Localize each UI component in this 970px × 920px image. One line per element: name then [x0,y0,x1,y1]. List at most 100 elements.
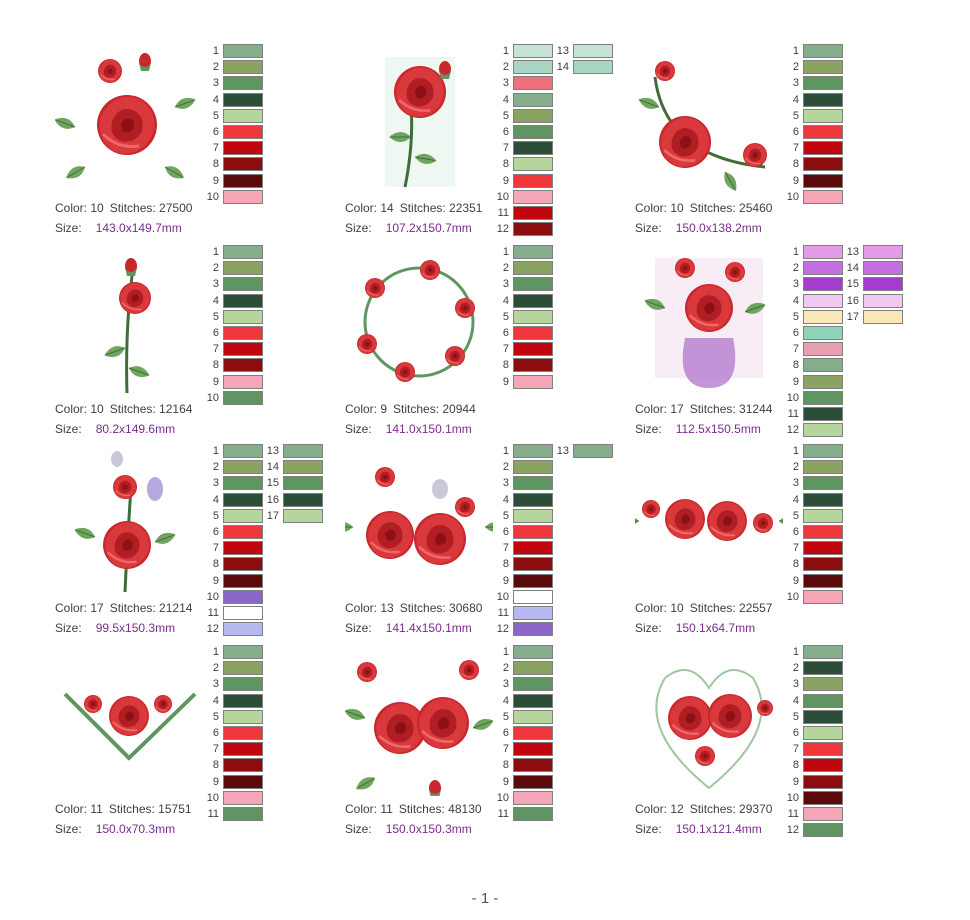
swatch-number: 4 [212,93,219,106]
swatch-color-box [223,742,263,757]
swatch-number: 8 [212,759,219,772]
swatch-color-box [513,76,553,91]
design-stats: Color: 10 Stitches: 12164 [55,402,192,416]
swatch-color-box [803,60,843,75]
swatch-color-box [513,476,553,491]
swatch-number: 7 [502,542,509,555]
swatch-number: 3 [212,278,219,291]
swatch-number: 2 [212,262,219,275]
swatch-number: 8 [502,759,509,772]
swatch-color-box [803,76,843,91]
swatch-number: 2 [792,662,799,675]
design-card: Color: 12 Stitches: 29370 Size: 150.1x121.4… [635,645,935,848]
design-thumbnail [635,648,783,796]
swatch-color-box [803,92,843,107]
swatch-number: 3 [792,77,799,90]
swatch-color-box [803,541,843,556]
swatch-number: 7 [792,542,799,555]
stitch-count: Stitches: 25460 [689,201,773,215]
swatch-number: 2 [502,662,509,675]
swatch-color-box [223,390,263,405]
swatch-number: 11 [497,606,509,619]
swatch-color-box [573,444,613,458]
color-count: Color: 10 [635,201,684,215]
design-stats: Color: 10 Stitches: 25460 [635,201,772,215]
swatch-color-box [803,742,843,757]
swatch-number: 9 [792,574,799,587]
swatch-number: 4 [792,493,799,506]
swatch-color-box [803,725,843,740]
swatch-color-box [223,492,263,507]
design-thumbnail [345,248,493,396]
swatch-color-box [803,677,843,692]
design-card: Color: 9 Stitches: 20944 Size: 141.0x150.1m… [345,245,645,448]
swatch-number: 9 [502,574,509,587]
swatch-number: 10 [496,590,509,603]
swatch-number: 8 [792,359,799,372]
swatch-color-box [803,173,843,188]
swatch-number: 9 [792,375,799,388]
swatch-number: 3 [502,77,509,90]
design-card: Color: 11 Stitches: 48130 Size: 150.0x150.3… [345,645,645,848]
swatch-color-box [513,541,553,556]
swatch-color-box [803,189,843,204]
swatch-number: 8 [792,558,799,571]
swatch-color-box [223,725,263,740]
swatch-color-box [513,709,553,724]
swatch-color-box [803,358,843,373]
size-label: Size: [345,422,372,436]
swatch-number: 14 [556,61,569,74]
swatch-number: 4 [502,694,509,707]
design-stats: Color: 17 Stitches: 31244 [635,402,772,416]
swatch-color-box [513,508,553,523]
swatch-color-box [223,358,263,373]
swatch-color-box [223,709,263,724]
swatch-color-box [513,693,553,708]
swatch-number: 16 [846,294,859,307]
design-thumbnail [345,648,493,796]
swatch-number: 1 [502,45,509,57]
swatch-number: 7 [502,142,509,155]
design-card: Color: 10 Stitches: 12164 Size: 80.2x149.6m… [55,245,355,448]
size-label: Size: [345,621,372,635]
swatch-number: 14 [846,262,859,275]
design-size: Size: 150.0x150.3mm [345,822,472,836]
swatch-color-box [863,277,903,292]
swatch-color-box [803,573,843,588]
swatch-color-box [513,790,553,805]
swatch-color-box [803,476,843,491]
swatch-color-box [513,358,553,373]
swatch-color-box [513,141,553,156]
design-thumbnail [635,248,783,396]
swatch-color-box [223,557,263,572]
design-thumbnail [55,47,203,195]
swatch-number: 5 [212,710,219,723]
swatch-number: 8 [502,158,509,171]
swatch-number: 6 [212,326,219,339]
swatch-number: 12 [496,623,509,636]
swatch-color-box [803,709,843,724]
design-stats: Color: 11 Stitches: 15751 [55,802,192,816]
design-thumbnail [635,447,783,595]
swatch-number: 3 [212,678,219,691]
design-thumbnail [345,447,493,595]
swatch-color-box [803,245,843,259]
size-label: Size: [635,422,662,436]
swatch-color-box [513,173,553,188]
color-count: Color: 9 [345,402,388,416]
swatch-number: 3 [212,477,219,490]
swatch-color-box [513,124,553,139]
swatch-number: 5 [212,310,219,323]
rose-embroidery-image [356,259,476,383]
swatch-color-box [803,342,843,357]
swatch-number: 1 [212,646,219,658]
swatch-color-box [223,645,263,659]
swatch-number: 13 [266,445,279,457]
color-count: Color: 11 [345,802,393,816]
swatch-number: 6 [502,525,509,538]
swatch-number: 10 [206,590,219,603]
swatch-color-box [803,524,843,539]
swatch-number: 10 [786,791,799,804]
swatch-color-box [223,261,263,276]
rose-embroidery-image [72,451,178,593]
